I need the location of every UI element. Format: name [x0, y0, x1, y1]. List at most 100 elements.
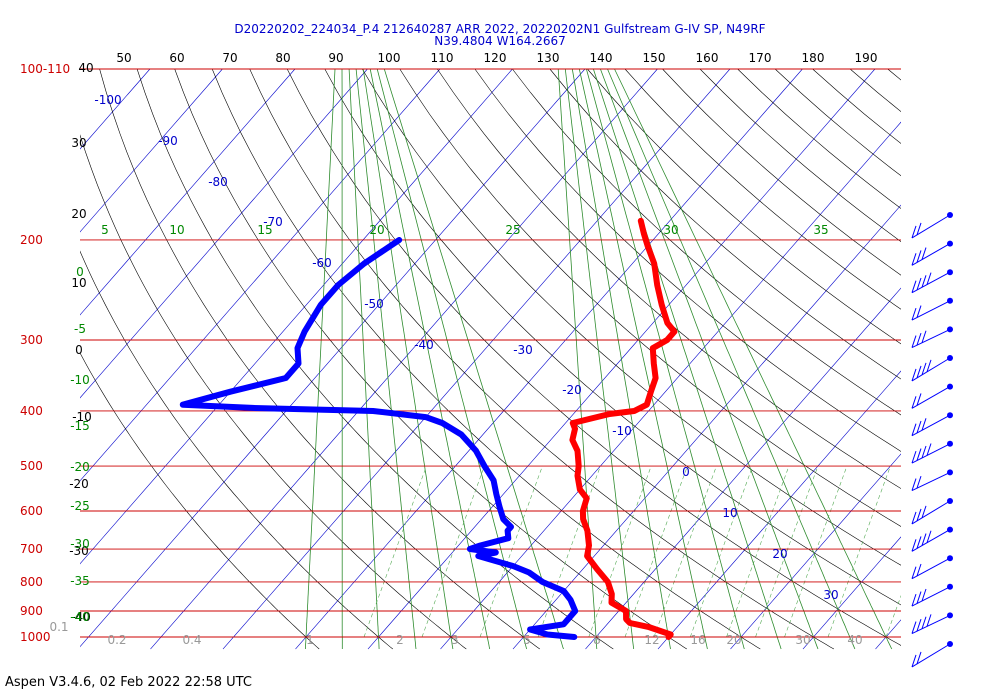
wind-barb	[911, 641, 953, 668]
wind-barb-feather	[916, 448, 922, 461]
dewpoint-point	[544, 632, 550, 637]
wind-barb-feather	[916, 651, 922, 665]
dewpoint-point	[561, 588, 567, 594]
wind-barb-staff	[911, 443, 951, 464]
wind-barb-feather	[911, 423, 917, 436]
dewpoint-point	[370, 408, 376, 414]
isotherm-label: -30	[513, 343, 533, 357]
temperature-point	[671, 329, 677, 335]
theta-e-label: 35	[813, 223, 828, 237]
wind-barb-staff	[911, 243, 951, 266]
wind-barb-staff	[911, 471, 951, 491]
wind-barb-feather	[911, 307, 917, 321]
temperature-point	[668, 632, 674, 637]
dry-adiabat	[587, 68, 901, 345]
dewpoint-point	[439, 420, 445, 426]
mixing-ratio-label: 30	[795, 633, 810, 647]
wind-barb-staff	[911, 500, 951, 525]
theta-e-left-label: -15	[70, 419, 90, 433]
dry-adiabat	[512, 68, 901, 416]
isotherm-label: -40	[414, 338, 434, 352]
dewpoint-point	[458, 432, 464, 437]
wind-barb-feather	[916, 277, 922, 291]
dewpoint-point	[505, 528, 511, 534]
theta-top-label: 180	[802, 51, 825, 65]
wind-barb	[911, 469, 953, 491]
moist-adiabat	[600, 68, 819, 650]
isotherm	[222, 68, 731, 650]
isotherm-label: 30	[823, 588, 838, 602]
theta-left-label: 10	[71, 276, 86, 290]
wind-barb-feather	[916, 475, 922, 489]
wind-barb	[911, 212, 953, 239]
wind-barb-feather	[916, 420, 922, 434]
dewpoint-point	[318, 302, 324, 308]
wind-barb	[911, 440, 953, 464]
theta-e-label: 30	[663, 223, 678, 237]
theta-left-label: -10	[72, 410, 92, 424]
wind-barb-staff	[911, 643, 951, 668]
temperature-point	[648, 389, 654, 395]
isotherm	[80, 68, 513, 565]
temperature-point	[645, 243, 651, 249]
wind-barb	[911, 383, 953, 409]
isotherm	[875, 619, 901, 650]
temperature-point	[584, 528, 590, 534]
dewpoint-point	[493, 550, 499, 555]
sounding-traces	[179, 217, 678, 640]
wind-barb-feather	[921, 418, 927, 431]
dewpoint-point	[481, 463, 487, 469]
theta-left-label: 0	[75, 343, 83, 357]
temperature-point	[631, 408, 637, 414]
temperature-point	[650, 345, 656, 351]
dewpoint-point	[302, 329, 308, 335]
wind-barb-feather	[911, 593, 917, 607]
wind-barb-feather	[911, 368, 917, 382]
wind-barb-feather	[916, 508, 922, 522]
theta-e-left-label: -30	[70, 537, 90, 551]
dewpoint-point	[571, 634, 577, 640]
isotherm-label: -20	[562, 383, 582, 397]
theta-e-left-label: -35	[70, 574, 90, 588]
dewpoint-point	[423, 414, 429, 420]
dry-adiabat	[399, 68, 901, 527]
temperature-point	[572, 426, 578, 432]
isotherm	[80, 68, 223, 233]
temperature-point	[594, 566, 600, 572]
dewpoint-point	[227, 389, 233, 395]
wind-barb-staff	[911, 557, 951, 580]
wind-barb-feather	[921, 588, 927, 602]
isotherm-label: -80	[208, 175, 228, 189]
isotherm	[150, 68, 658, 650]
isotherm	[948, 69, 1000, 649]
isotherm	[80, 68, 441, 482]
theta-top-label: 50	[116, 51, 131, 65]
wind-barb-feather	[916, 222, 922, 236]
isotherm	[440, 121, 901, 650]
wind-barb-feather	[921, 362, 927, 376]
temperature-point	[664, 320, 670, 326]
dry-adiabat	[136, 68, 614, 650]
mixing-ratio-label: 8	[593, 633, 601, 647]
temperature-point	[664, 337, 670, 343]
temperature-point	[644, 402, 650, 408]
wind-barb-feather	[926, 359, 932, 373]
mixing-ratio-line	[689, 465, 753, 638]
temperature-point	[569, 437, 575, 443]
wind-barb-feather	[916, 591, 922, 604]
theta-top-label: 130	[537, 51, 560, 65]
dewpoint-point	[396, 237, 402, 243]
dewpoint-point	[477, 543, 483, 548]
dewpoint-point	[572, 608, 578, 614]
temperature-point	[623, 608, 629, 614]
dewpoint-point	[508, 524, 514, 530]
wind-barb-feather	[921, 616, 927, 629]
dry-adiabat	[80, 134, 467, 650]
theta-top-label: 190	[855, 51, 878, 65]
moist-adiabat	[376, 68, 527, 650]
dewpoint-point	[295, 345, 300, 351]
wind-barb-staff	[911, 414, 951, 437]
wind-barb-feather	[911, 539, 917, 552]
isotherm-label: -50	[364, 297, 384, 311]
